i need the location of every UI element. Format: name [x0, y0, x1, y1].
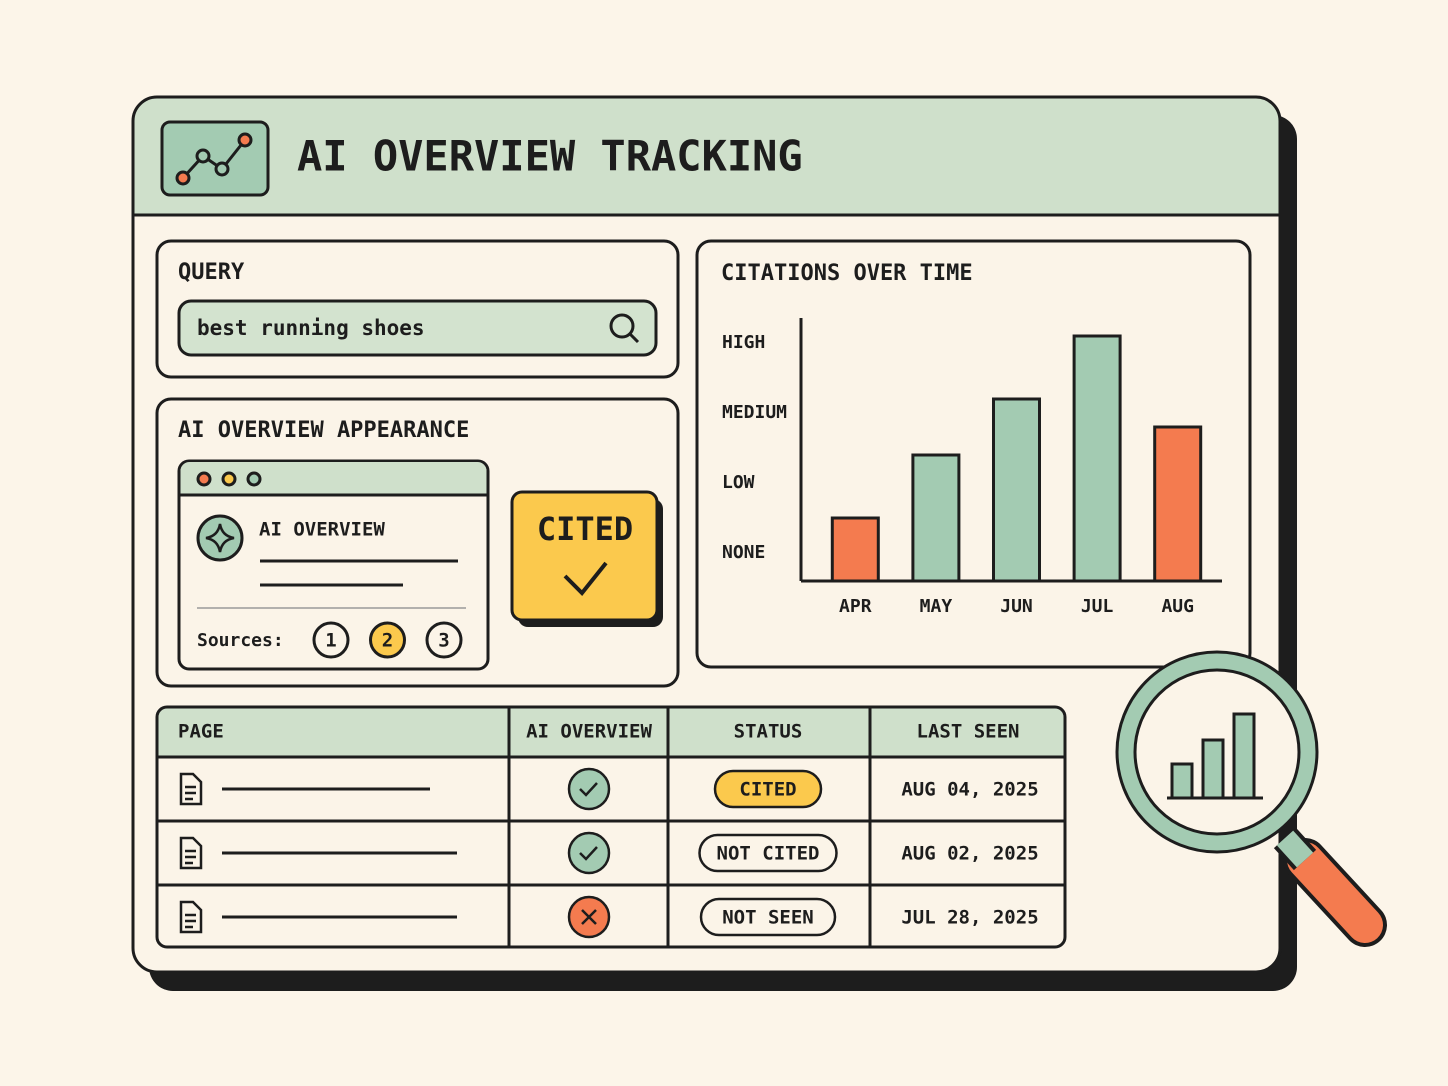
status-text: NOT SEEN: [722, 907, 814, 929]
status-pill: [699, 897, 837, 937]
header-icon: [160, 120, 270, 197]
doc-icon: [179, 772, 203, 806]
last-seen: AUG 04, 2025: [901, 779, 1038, 801]
x-tick-label: APR: [839, 596, 872, 617]
status-pill: [713, 769, 823, 809]
appearance-panel: [155, 397, 680, 688]
x-tick-label: JUL: [1081, 596, 1114, 617]
y-tick-label: LOW: [722, 472, 755, 493]
query-input[interactable]: [177, 299, 658, 357]
badge-check: [563, 561, 608, 596]
table-header: AI OVERVIEW: [526, 721, 652, 743]
table-header: PAGE: [178, 721, 224, 743]
dot: [246, 471, 262, 487]
x-tick-label: AUG: [1161, 596, 1194, 617]
query-label: QUERY: [178, 260, 245, 285]
header-title: AI OVERVIEW TRACKING: [297, 132, 803, 181]
cited-badge: [510, 490, 659, 622]
source-number: 1: [325, 630, 336, 652]
y-tick-label: MEDIUM: [722, 402, 787, 423]
table-header: STATUS: [734, 721, 803, 743]
search-icon[interactable]: [609, 313, 640, 344]
status-text: CITED: [739, 779, 796, 801]
doc-icon: [179, 836, 203, 870]
overview-window: [177, 459, 490, 671]
overview-bar: [180, 462, 487, 495]
check-icon: [567, 767, 611, 811]
query-panel: [155, 239, 680, 379]
source-number: 3: [438, 630, 449, 652]
check-mark: [579, 782, 598, 797]
y-tick-label: NONE: [722, 542, 765, 563]
last-seen: AUG 02, 2025: [901, 843, 1038, 865]
table-header: LAST SEEN: [917, 721, 1020, 743]
overview-label: AI OVERVIEW: [259, 519, 385, 541]
source-badge[interactable]: [425, 621, 463, 659]
magnifier: [1115, 650, 1387, 947]
bar: [992, 397, 1041, 583]
bar: [830, 516, 880, 583]
check-icon: [567, 831, 611, 875]
source-badge[interactable]: [312, 621, 350, 659]
x-tick-label: MAY: [920, 596, 953, 617]
check-mark: [579, 846, 598, 861]
window-border: [131, 95, 1282, 974]
header-bar: [133, 97, 1280, 215]
query-value: best running shoes: [197, 316, 425, 340]
chart-title: CITATIONS OVER TIME: [721, 261, 973, 286]
badge-text: CITED: [537, 510, 633, 548]
bar: [911, 453, 961, 583]
x-tick-label: JUN: [1000, 596, 1033, 617]
cross-mark: [581, 909, 597, 925]
sources-label: Sources:: [197, 630, 284, 651]
doc-icon: [179, 900, 203, 934]
source-number: 2: [382, 630, 393, 652]
bar: [1153, 425, 1203, 583]
source-badge[interactable]: [369, 621, 406, 659]
status-text: NOT CITED: [717, 843, 820, 865]
y-tick-label: HIGH: [722, 332, 765, 353]
table: [155, 705, 1067, 949]
dot: [196, 471, 212, 487]
appearance-title: AI OVERVIEW APPEARANCE: [178, 418, 469, 443]
last-seen: JUL 28, 2025: [901, 907, 1038, 929]
sparkle-icon: [196, 514, 244, 562]
dot: [221, 471, 237, 487]
bar: [1072, 334, 1122, 583]
status-pill: [698, 833, 838, 873]
